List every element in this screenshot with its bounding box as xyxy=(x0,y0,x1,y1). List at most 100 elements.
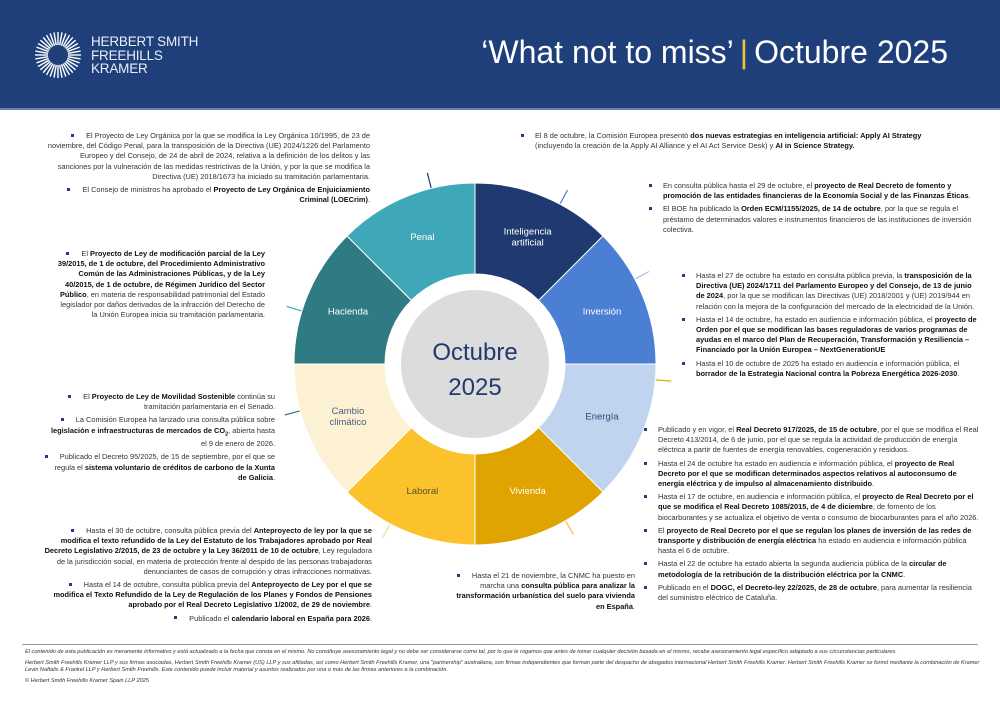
logo-ray xyxy=(49,64,56,77)
logo-line: HERBERT SMITH xyxy=(91,34,199,49)
section-energia-1: Hasta el 27 de octubre ha estado en cons… xyxy=(680,271,978,382)
bullet-item: El Proyecto de Ley de modificación parci… xyxy=(40,249,265,320)
bullet-item: Hasta el 22 de octubre ha estado abierta… xyxy=(642,559,980,579)
bold-text: transposición de la Directiva (UE) 2024/… xyxy=(696,271,972,301)
bullet-item: Hasta el 30 de octubre, consulta pública… xyxy=(28,526,372,577)
footer-copyright: © Herbert Smith Freehills Kramer Spain L… xyxy=(25,677,149,684)
text: Publicado y en vigor, el xyxy=(658,425,737,434)
text: . xyxy=(632,601,635,611)
bullet-item: Hasta el 14 de octubre, consulta pública… xyxy=(28,580,372,611)
header-banner: HERBERT SMITH FREEHILLS KRAMER ‘What not… xyxy=(0,0,1000,108)
logo-ray xyxy=(66,59,79,68)
text: El xyxy=(83,392,92,401)
bold-text: AI in Science Strategy. xyxy=(775,141,855,151)
bold-text: consulta pública para analizar la transf… xyxy=(456,581,635,611)
leader-line xyxy=(286,305,304,313)
bold-text: sistema voluntario de créditos de carbon… xyxy=(84,462,275,482)
text: Publicado el Decreto 95/2025, de 15 de s… xyxy=(54,452,275,472)
section-laboral: Hasta el 30 de octubre, consulta pública… xyxy=(28,526,372,627)
section-vivienda: Hasta el 21 de noviembre, la CNMC ha pue… xyxy=(430,571,635,615)
logo-ray xyxy=(67,57,80,64)
bold-text: proyecto de Real Decreto por el que se m… xyxy=(658,458,957,489)
bullet-item: Hasta el 10 de octubre de 2025 ha estado… xyxy=(680,359,978,379)
bullet-item: En consulta pública hasta el 29 de octub… xyxy=(647,181,977,201)
bullet-icon xyxy=(71,133,75,137)
text: , de fomento de los biocarburantes y se … xyxy=(658,502,979,522)
text: . xyxy=(957,368,960,378)
title-main: ‘What not to miss’ xyxy=(481,34,734,70)
wheel-segment-label: Energía xyxy=(585,412,619,423)
logo-ray xyxy=(62,63,71,76)
logo-ray xyxy=(37,42,50,51)
bullet-item: Hasta el 27 de octubre ha estado en cons… xyxy=(680,271,978,312)
bullet-icon xyxy=(174,616,178,620)
logo-ray xyxy=(36,46,49,53)
text: El 8 de octubre, la Comisión Europea pre… xyxy=(535,131,691,140)
logo-ray xyxy=(60,64,67,77)
text: . xyxy=(968,191,971,201)
logo-ray xyxy=(67,50,81,54)
center-label: Octubre xyxy=(432,339,517,366)
sunburst-logo-icon xyxy=(35,32,81,78)
bullet-icon xyxy=(67,187,71,191)
logo-ray xyxy=(39,60,51,71)
logo-ray xyxy=(67,46,80,53)
text: Hasta el 27 de octubre ha estado en cons… xyxy=(696,271,905,280)
logo-ray xyxy=(53,32,57,46)
wheel-segment-label: Hacienda xyxy=(328,306,369,317)
leader-line xyxy=(632,270,650,281)
logo-ray xyxy=(59,32,63,46)
text: ha estado en audiencia e información púb… xyxy=(658,536,967,556)
bold-text: legislación e infraestructuras de mercad… xyxy=(50,425,226,435)
text: Hasta el 24 de octubre ha estado en audi… xyxy=(658,458,895,468)
leader-line xyxy=(381,521,392,539)
text: El xyxy=(81,249,91,258)
logo-ray xyxy=(37,59,50,68)
text: (incluyendo la creación de la Apply AI A… xyxy=(535,141,776,151)
bold-text: Anteproyecto de ley por la que se modifi… xyxy=(44,526,372,556)
bold-text: circular de metodología de la retribució… xyxy=(658,559,947,579)
footer-divider xyxy=(22,644,978,645)
bold-text: Proyecto de Ley de Movilidad Sostenible xyxy=(91,392,236,401)
section-hacienda: El Proyecto de Ley de modificación parci… xyxy=(40,249,265,323)
logo-ray xyxy=(42,36,53,48)
text: El Proyecto de Ley Orgánica por la que s… xyxy=(47,131,370,181)
center-circle xyxy=(401,290,549,438)
logo-ray xyxy=(49,33,56,46)
text: . xyxy=(369,613,372,623)
section-penal: El Proyecto de Ley Orgánica por la que s… xyxy=(30,131,370,208)
logo-ray xyxy=(45,34,54,47)
wheel-segment-label: Cambio climático xyxy=(329,406,366,428)
wheel-segment-label: Vivienda xyxy=(509,486,546,497)
bold-text: Orden ECM/1155/2025, de 14 de octubre xyxy=(741,204,881,214)
logo-ray xyxy=(65,60,77,71)
bullet-item: Hasta el 24 de octubre ha estado en audi… xyxy=(642,459,980,490)
bold-text: Proyecto de Ley de modificación parcial … xyxy=(57,249,265,299)
wheel-segment-label: Laboral xyxy=(407,486,439,497)
bullet-item: Publicado en el DOGC, el Decreto-ley 22/… xyxy=(642,583,980,603)
bullet-icon xyxy=(456,573,460,577)
footer-firms: Herbert Smith Freehills Kramer LLP y sus… xyxy=(25,659,980,674)
leader-line xyxy=(563,518,575,535)
bullet-item: Publicado y en vigor, el Real Decreto 91… xyxy=(642,425,980,456)
center-label: 2025 xyxy=(448,374,501,401)
text: , por el que se modifica el Real Decreto… xyxy=(658,425,979,455)
text: El xyxy=(658,525,667,535)
bullet-icon xyxy=(60,417,64,421)
text: , por la que se regula el préstamo de de… xyxy=(663,204,972,234)
leader-line xyxy=(653,379,672,382)
text: Publicado el xyxy=(189,613,232,623)
section-inteligencia-artificial: El 8 de octubre, la Comisión Europea pre… xyxy=(519,131,949,154)
bullet-icon xyxy=(68,582,72,586)
wheel-segment-penal xyxy=(346,182,476,302)
bullet-icon xyxy=(71,528,75,532)
text: El BOE ha publicado la xyxy=(663,204,742,214)
bold-text: Anteproyecto de Ley por el que se modifi… xyxy=(53,580,372,610)
logo-ray xyxy=(42,62,53,74)
wheel-segment-label: Penal xyxy=(410,232,434,243)
logo-ray xyxy=(60,33,67,46)
page-title: ‘What not to miss’ | Octubre 2025 xyxy=(481,34,948,71)
title-separator: | xyxy=(739,34,749,70)
logo-ray xyxy=(35,50,49,54)
section-energia-2: Publicado y en vigor, el Real Decreto 91… xyxy=(642,425,980,606)
